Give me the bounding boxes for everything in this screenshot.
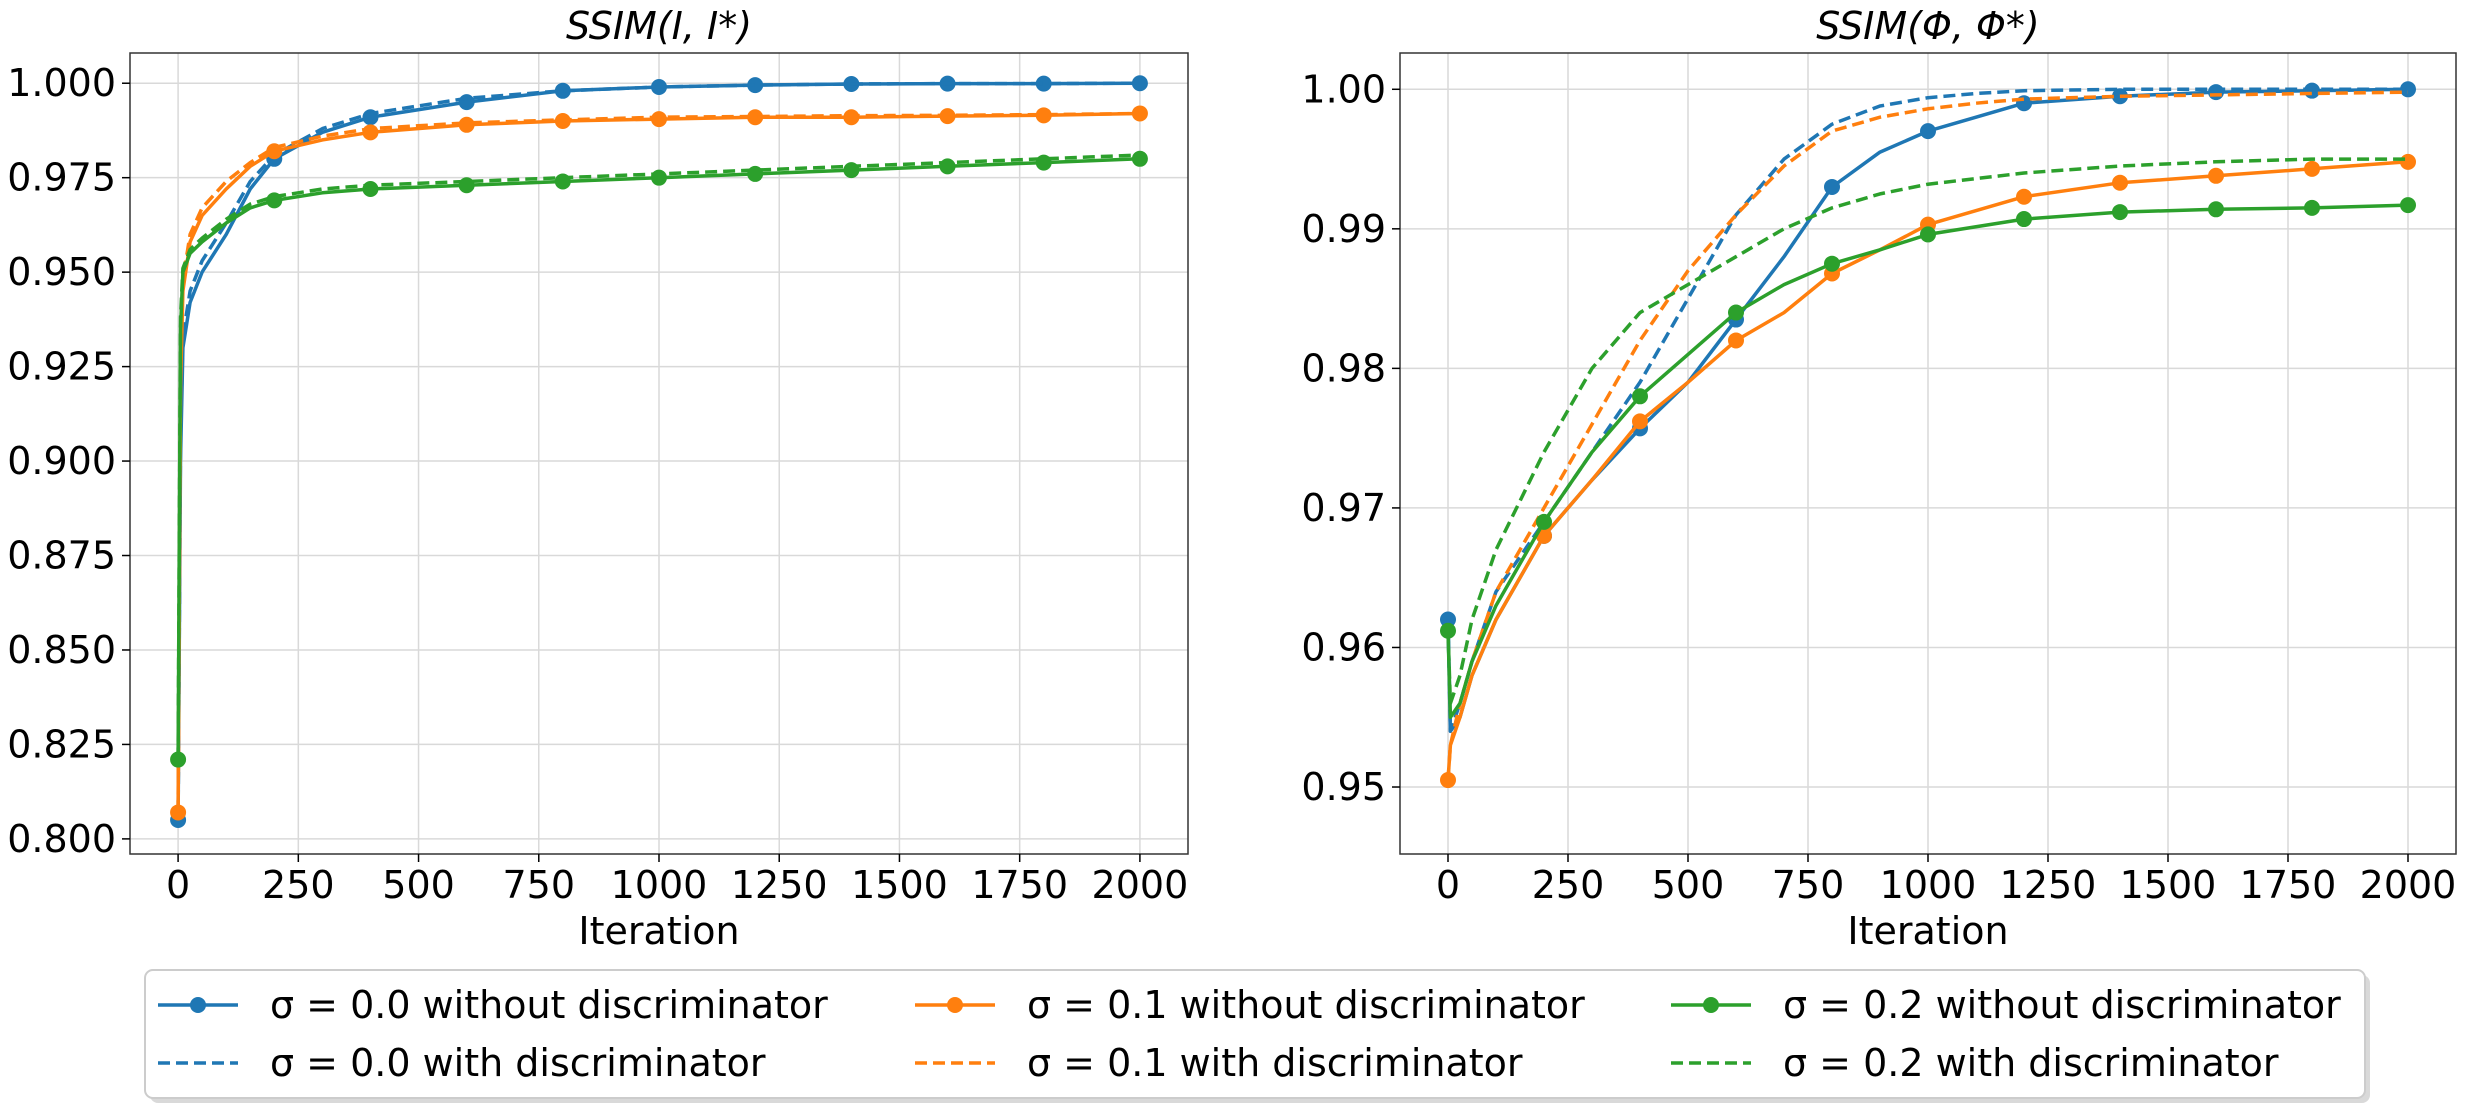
y-tick-label: 0.800 [7, 817, 116, 861]
y-tick-label: 0.99 [1301, 207, 1386, 251]
data-point [2208, 167, 2224, 184]
legend-label: σ = 0.2 without discriminator [1783, 983, 2341, 1027]
y-tick-label: 0.975 [7, 156, 116, 200]
data-point [1131, 75, 1148, 92]
legend-label: σ = 0.1 without discriminator [1027, 983, 1585, 1027]
y-tick-label: 0.98 [1301, 346, 1386, 390]
data-point [1632, 413, 1648, 430]
legend-label: σ = 0.2 with discriminator [1783, 1041, 2279, 1085]
legend-label: σ = 0.1 with discriminator [1027, 1041, 1523, 1085]
x-tick-label: 500 [382, 863, 455, 907]
x-tick-label: 2000 [1092, 863, 1189, 907]
x-axis-label: Iteration [578, 909, 739, 953]
data-point [1035, 107, 1052, 124]
series-line-0-1-with-discriminator [176, 111, 1140, 813]
data-point [1920, 226, 1936, 243]
data-point [554, 82, 571, 99]
data-point [2400, 81, 2416, 98]
data-point [1824, 255, 1840, 272]
data-point [2208, 201, 2224, 218]
y-tick-label: 0.825 [7, 722, 116, 766]
data-point [362, 181, 379, 198]
legend-label: σ = 0.0 with discriminator [270, 1041, 766, 1085]
data-point [2304, 199, 2320, 216]
data-point [1440, 772, 1456, 789]
data-point [1440, 611, 1456, 628]
data-point [1728, 304, 1744, 321]
x-tick-label: 2000 [2360, 863, 2457, 907]
y-tick-label: 0.875 [7, 534, 116, 578]
chart-title: SSIM(I, I*) [566, 4, 752, 48]
data-point [1131, 105, 1148, 122]
data-point [362, 124, 379, 141]
y-tick-label: 0.97 [1301, 486, 1386, 530]
x-tick-label: 250 [1532, 863, 1605, 907]
legend-marker [947, 997, 963, 1013]
data-point [2400, 153, 2416, 170]
x-tick-label: 500 [1652, 863, 1725, 907]
y-tick-label: 1.00 [1301, 67, 1386, 111]
y-tick-label: 0.96 [1301, 625, 1386, 669]
legend-label: σ = 0.0 without discriminator [270, 983, 828, 1027]
data-point [458, 116, 475, 133]
data-point [1536, 513, 1552, 530]
data-point [170, 804, 187, 821]
data-point [1131, 150, 1148, 167]
y-tick-label: 1.000 [7, 61, 116, 105]
data-point [651, 169, 667, 186]
y-tick-label: 0.950 [7, 250, 116, 294]
x-axis-label: Iteration [1847, 909, 2008, 953]
data-point [1824, 178, 1840, 195]
x-tick-label: 1750 [2240, 863, 2337, 907]
x-tick-label: 1750 [971, 863, 1068, 907]
legend: σ = 0.0 without discriminator σ = 0.0 wit… [144, 969, 2370, 1103]
series-line-0-2-with-discriminator [1446, 157, 2408, 706]
data-point [2112, 174, 2128, 191]
data-point [747, 109, 764, 126]
data-point [2016, 188, 2032, 205]
legend-box [144, 969, 2366, 1099]
data-point [2304, 160, 2320, 177]
x-tick-label: 1250 [731, 863, 828, 907]
data-point [1728, 332, 1744, 349]
y-tick-label: 0.850 [7, 628, 116, 672]
data-point [2112, 204, 2128, 221]
series-line-0-0-without-discriminator [176, 81, 1140, 821]
data-point [651, 111, 667, 128]
ssim-image-panel: 0 250 500 750 1000 1250 1500 1750 2000 0.800 0.825… [7, 4, 1189, 953]
legend-marker [1703, 997, 1719, 1013]
ssim-phase-panel: 0 250 500 750 1000 1250 1500 1750 2000 0.95 0.96 0.… [1301, 4, 2457, 953]
data-point [2016, 211, 2032, 228]
data-point [1632, 388, 1648, 405]
x-tick-label: 1500 [2120, 863, 2217, 907]
series-line-0-0-with-discriminator [1446, 87, 2408, 733]
x-tick-label: 0 [1436, 863, 1460, 907]
x-tick-label: 0 [166, 863, 190, 907]
x-tick-label: 1000 [1880, 863, 1977, 907]
data-point [2016, 95, 2032, 112]
series-line-0-2-with-discriminator [176, 153, 1140, 760]
data-point [170, 751, 187, 768]
x-tick-label: 1250 [2000, 863, 2097, 907]
data-point [2208, 84, 2224, 101]
x-tick-label: 750 [1772, 863, 1845, 907]
data-point [939, 158, 956, 175]
x-tick-label: 750 [503, 863, 576, 907]
chart-title: SSIM(Φ, Φ*) [1816, 4, 2040, 48]
data-point [2400, 197, 2416, 214]
data-point [747, 77, 764, 94]
x-tick-label: 1000 [611, 863, 708, 907]
data-point [1035, 75, 1052, 92]
x-tick-label: 1500 [851, 863, 948, 907]
y-tick-label: 0.925 [7, 345, 116, 389]
x-tick-label: 250 [262, 863, 335, 907]
legend-marker [190, 997, 206, 1013]
y-tick-label: 0.95 [1301, 765, 1386, 809]
data-point [1920, 123, 1936, 140]
y-tick-label: 0.900 [7, 439, 116, 483]
data-point [458, 94, 475, 111]
